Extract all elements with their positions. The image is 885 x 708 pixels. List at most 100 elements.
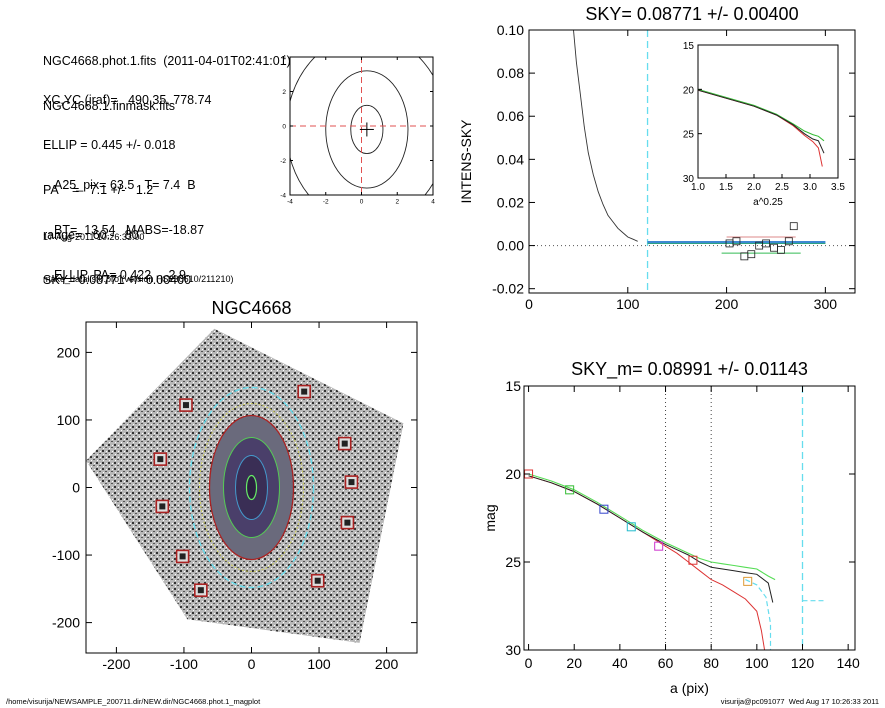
- ellipse-yellow: [199, 403, 304, 572]
- sky-box-marker: [789, 222, 798, 231]
- contour-group: [290, 57, 433, 195]
- masked-source-core: [197, 587, 204, 594]
- info-line: NGC4668.1.finmask.fits: [43, 99, 175, 113]
- inset-x-tick-label: 3.0: [803, 182, 817, 193]
- sky-box-marker: [740, 252, 749, 261]
- image-x-tick-label: 100: [307, 656, 331, 672]
- info-line: PA = 7.1 +/- 1.2: [43, 183, 154, 197]
- inset-y-tick-label: 25: [683, 130, 695, 141]
- contour-y-tick-label: -4: [280, 192, 286, 199]
- contour-y-tick-label: 4: [282, 54, 286, 61]
- sky-ylabel: INTENS-SKY: [458, 119, 474, 204]
- sky-box-marker: [747, 250, 756, 259]
- image-title: NGC4668: [211, 298, 291, 318]
- info-block-3: A25_pix= 63.5 T= 7.4 B BT= 13.54 MABS=-1…: [54, 148, 204, 298]
- masked-source-core: [314, 577, 321, 584]
- inset-x-tick-label: 1.0: [691, 182, 705, 193]
- mag-y-tick-label: 25: [505, 554, 521, 570]
- sky-y-tick-label: 0.08: [497, 65, 524, 81]
- contour-line: [325, 70, 409, 189]
- mag-y-tick-label: 15: [505, 378, 521, 394]
- mag-ylabel: mag: [482, 504, 498, 531]
- sky-y-tick-label: 0.10: [497, 22, 524, 38]
- mag-y-tick-label: 20: [505, 466, 521, 482]
- image-y-tick-label: 0: [72, 480, 80, 496]
- image-y-tick-label: -200: [52, 615, 80, 631]
- mag-box-marker: [743, 576, 753, 586]
- sky-y-tick-label: 0.02: [497, 194, 524, 210]
- mag-group: [524, 386, 826, 650]
- masked-source-core: [301, 388, 308, 395]
- mag-x-tick-label: 80: [703, 655, 719, 671]
- galaxy-core: [245, 474, 258, 501]
- masked-source-core: [344, 519, 351, 526]
- masked-source-core: [341, 440, 348, 447]
- image-x-tick-label: -200: [102, 656, 130, 672]
- contour-y-tick-label: 0: [282, 123, 286, 130]
- sky-frame: [528, 29, 856, 294]
- mag-frame: [523, 385, 856, 651]
- footer-path: /home/visurija/NEWSAMPLE_200711.dir/NEW.…: [6, 697, 261, 706]
- masked-source-core: [179, 553, 186, 560]
- sky-x-tick-label: 200: [715, 296, 739, 312]
- inset-xlabel: a^0.25: [753, 197, 783, 208]
- sky-y-tick-label: -0.02: [492, 281, 524, 297]
- inset-x-tick-label: 3.5: [831, 182, 845, 193]
- mag-red-line: [528, 475, 766, 650]
- image-y-tick-label: -100: [52, 547, 80, 563]
- sky-title: SKY= 0.08771 +/- 0.00400: [585, 4, 798, 24]
- sky-box-marker: [784, 237, 793, 246]
- inset-x-tick-label: 2.0: [747, 182, 761, 193]
- sky-profile-line: [573, 30, 638, 242]
- mag-x-tick-label: 100: [745, 655, 769, 671]
- inset-x-tick-label: 1.5: [719, 182, 733, 193]
- sky-y-tick-label: 0.04: [497, 151, 524, 167]
- contour-x-tick-label: 4: [431, 199, 435, 206]
- contour-y-tick-label: 2: [282, 89, 286, 96]
- sky-box-marker: [777, 245, 785, 254]
- mag-y-tick-label: 30: [505, 642, 521, 658]
- sky-y-tick-label: 0.06: [497, 108, 524, 124]
- masked-source-core: [157, 456, 164, 463]
- sky-box-marker: [762, 239, 770, 248]
- mag-x-tick-label: 60: [658, 655, 674, 671]
- inset-y-tick-label: 15: [683, 41, 695, 52]
- contour-x-tick-label: 2: [395, 199, 399, 206]
- mag-x-tick-label: 20: [566, 655, 582, 671]
- info-line: ELLIP, PA= 0.422 2.9: [54, 268, 186, 282]
- inset-x-tick-label: 2.5: [775, 182, 789, 193]
- info-block-1: NGC4668.phot.1.fits (2011-04-01T02:41:01…: [43, 24, 291, 129]
- contour-x-tick-label: 0: [360, 199, 364, 206]
- mag-xlabel: a (pix): [670, 680, 709, 696]
- info-line: A25_pix= 63.5 T= 7.4 B: [54, 178, 196, 192]
- info-line: BT= 13.54 MABS=-18.87: [54, 223, 205, 237]
- mag-x-tick-label: 40: [612, 655, 628, 671]
- image-y-tick-label: 100: [57, 412, 81, 428]
- image-group: [86, 328, 404, 643]
- mag-black-line: [528, 475, 774, 603]
- footer-user: visurija@pc091077 Wed Aug 17 10:26:33 20…: [720, 697, 879, 706]
- contour-x-tick-label: -4: [287, 199, 293, 206]
- mag-cyan-line: [745, 579, 772, 650]
- sky-x-tick-label: 100: [616, 296, 640, 312]
- mag-green-line: [528, 473, 776, 581]
- mag-x-tick-label: 140: [836, 655, 860, 671]
- inset-black-line: [697, 89, 825, 154]
- info-line: NGC4668.phot.1.fits (2011-04-01T02:41:01…: [43, 54, 291, 68]
- contour-x-tick-label: -2: [323, 199, 329, 206]
- inset-y-tick-label: 20: [683, 85, 695, 96]
- info-block-4: 17-Aug-2011 10:26:33.00 make_datalist0.p…: [43, 205, 233, 299]
- date-text: 17-Aug-2011 10:26:33.00: [43, 232, 145, 242]
- info-line: range= 60.- 80.: [43, 228, 143, 242]
- contour-line: [350, 104, 384, 155]
- info-block-2: XC,YC (iraf)= 490.35, 778.74 ELLIP = 0.4…: [43, 63, 212, 303]
- mag-box-marker: [626, 522, 636, 532]
- image-x-tick-label: -100: [170, 656, 198, 672]
- sky-y-tick-label: 0.00: [497, 238, 524, 254]
- sky-x-tick-label: 0: [525, 296, 533, 312]
- mag-box-marker: [599, 504, 609, 514]
- mag-x-tick-label: 120: [791, 655, 815, 671]
- info-line: ELLIP = 0.445 +/- 0.018: [43, 138, 176, 152]
- sky-box-marker: [732, 237, 741, 246]
